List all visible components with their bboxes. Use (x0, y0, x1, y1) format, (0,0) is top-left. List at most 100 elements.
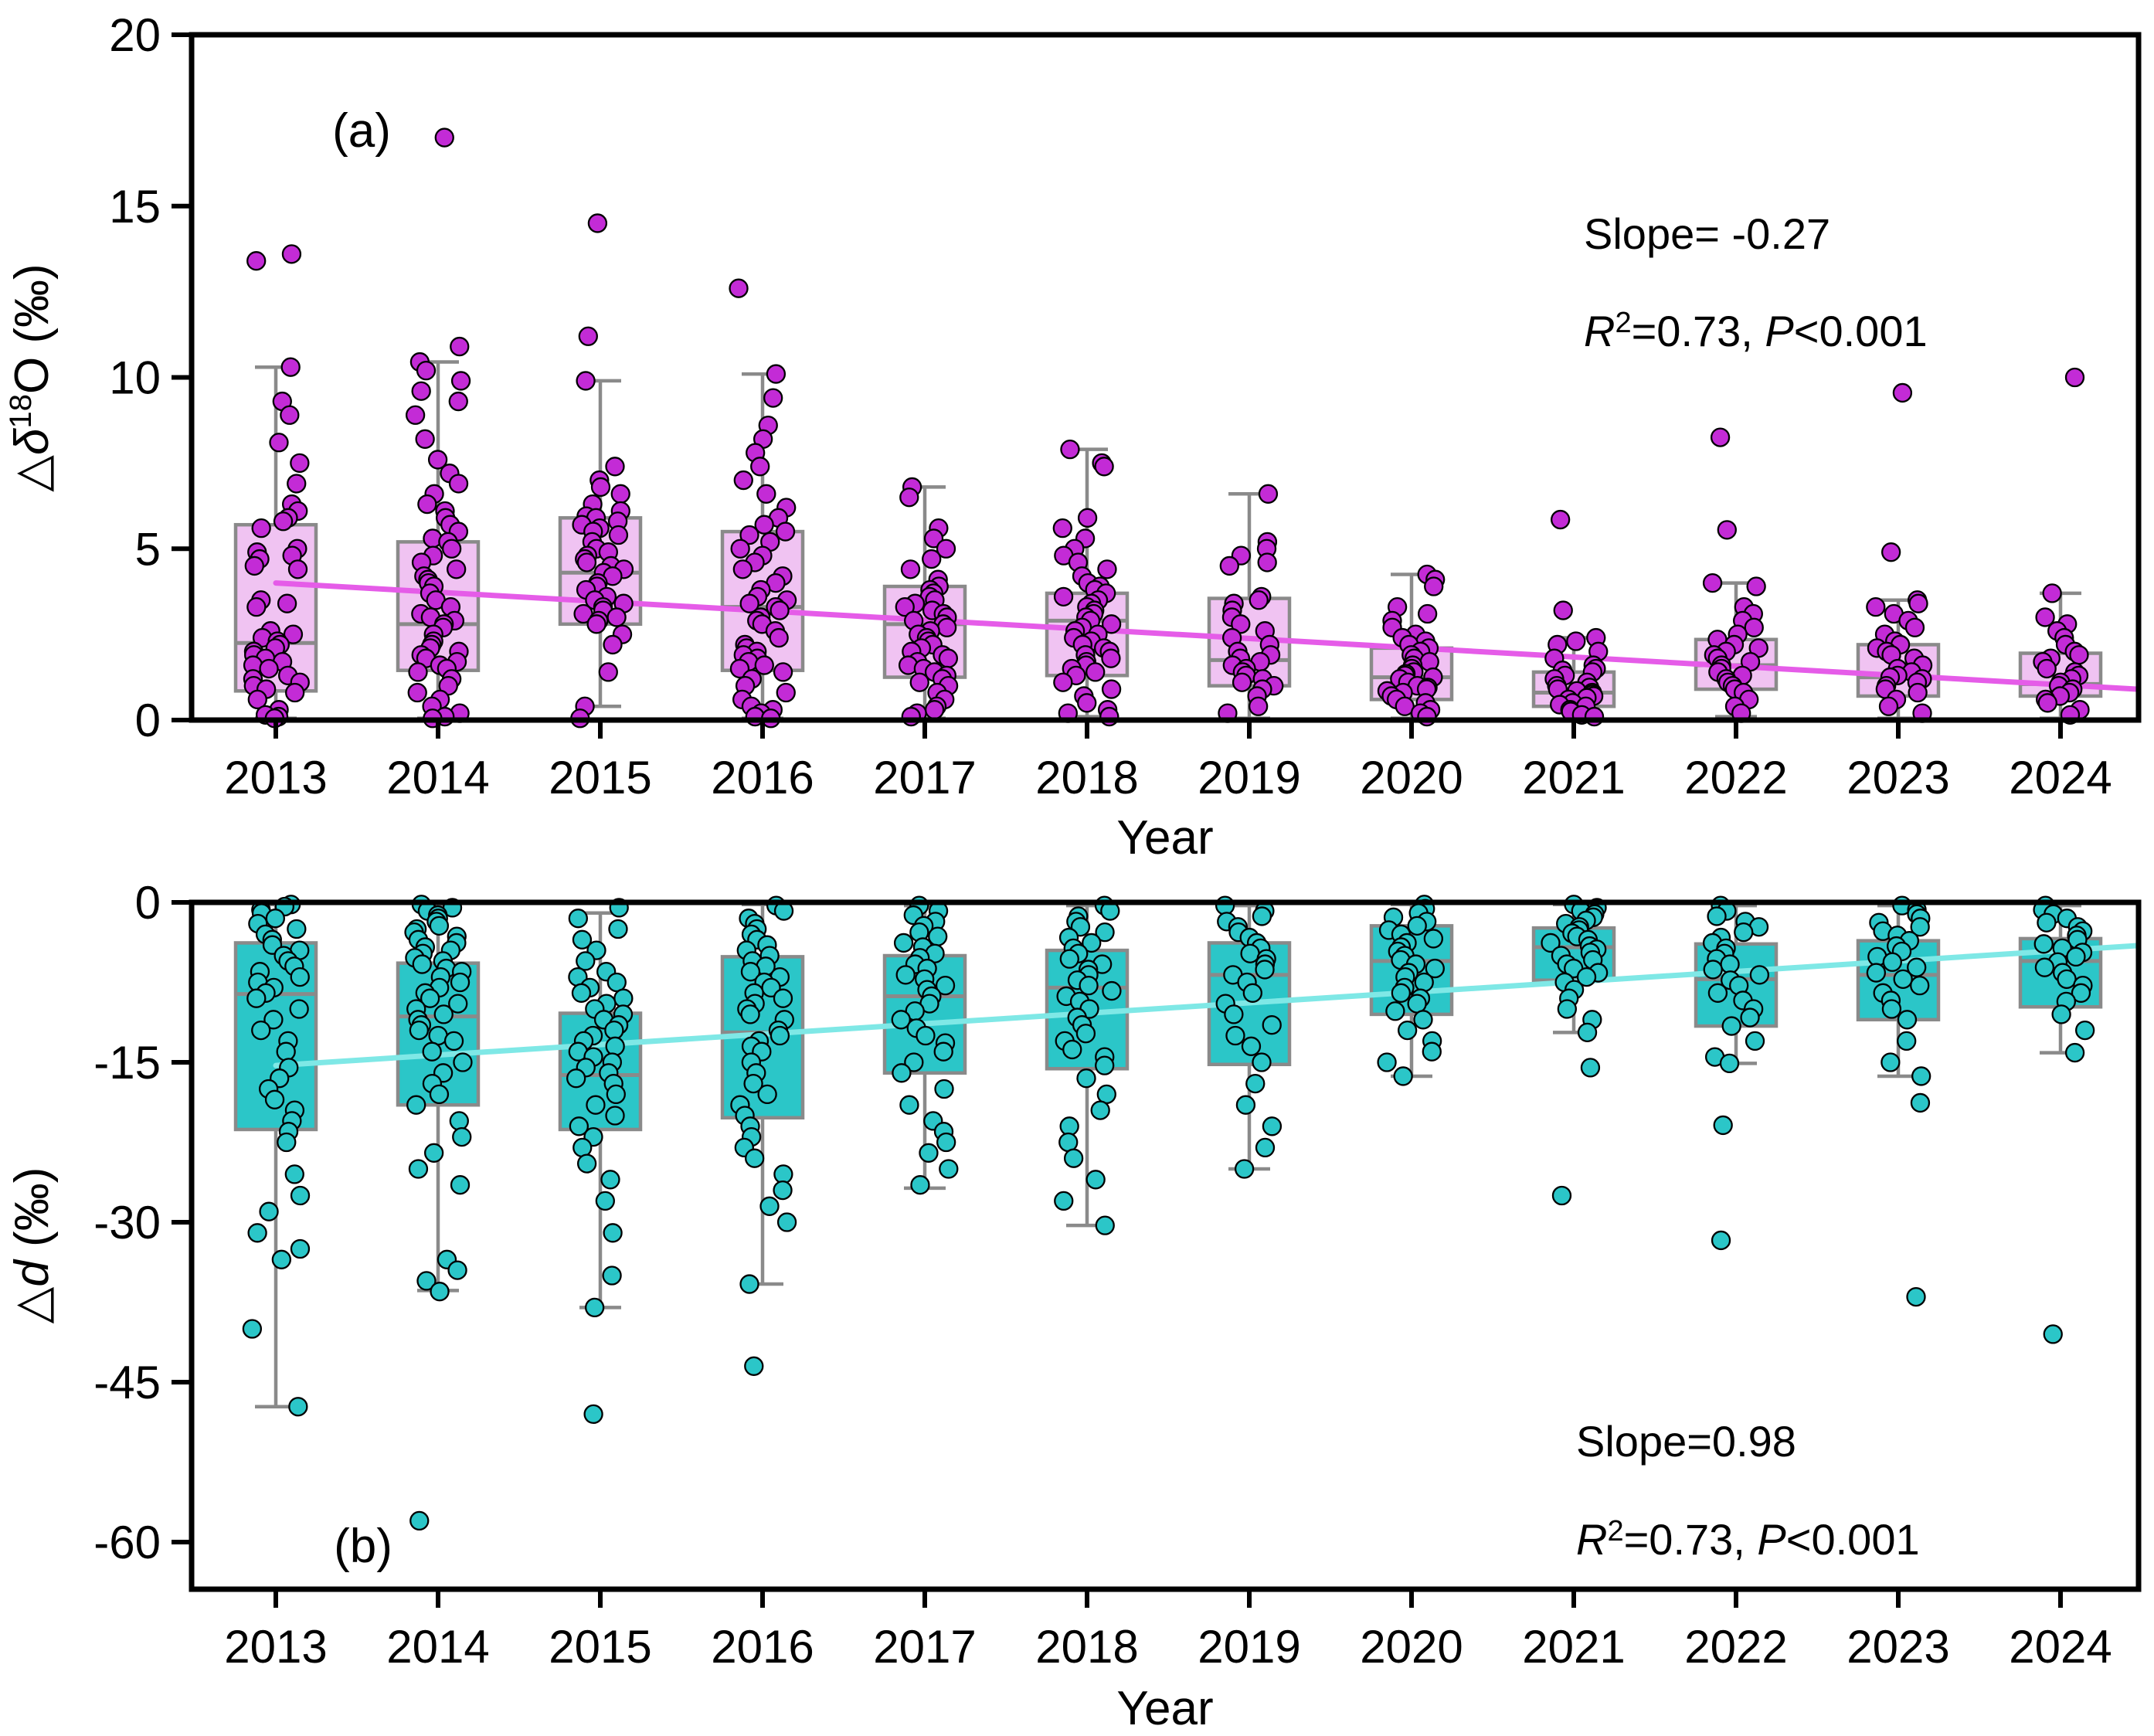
scatter-point (407, 682, 427, 703)
scatter-point (891, 1010, 911, 1030)
scatter-point (776, 682, 796, 703)
scatter-point (1391, 983, 1412, 1003)
scatter-point (277, 1132, 297, 1153)
y-tick-label: -30 (93, 1197, 161, 1248)
scatter-point (1550, 509, 1571, 530)
scatter-point (740, 1004, 760, 1024)
scatter-point (1101, 679, 1122, 699)
scatter-point (600, 1170, 620, 1190)
scatter-point (922, 549, 942, 569)
scatter-point (1910, 1092, 1931, 1113)
scatter-point (1234, 1159, 1255, 1179)
scatter-point (2066, 946, 2086, 967)
scatter-point (443, 1031, 464, 1051)
y-tick-label: -45 (93, 1357, 161, 1408)
scatter-point (448, 994, 468, 1014)
scatter-point (732, 559, 753, 579)
scatter-point (602, 1265, 622, 1286)
scatter-point (273, 511, 294, 532)
scatter-point (2069, 645, 2089, 665)
scatter-point (1075, 1024, 1096, 1044)
scatter-point (936, 1132, 956, 1153)
x-tick-label: 2018 (1035, 1621, 1138, 1673)
scatter-point (1897, 1031, 1917, 1051)
scatter-point (449, 1111, 469, 1131)
superscript-18: 18 (4, 394, 38, 429)
scatter-point (757, 1084, 777, 1105)
scatter-point (571, 983, 592, 1003)
scatter-point (1095, 922, 1115, 943)
scatter-point (2074, 1020, 2095, 1041)
scatter-point (450, 336, 470, 357)
scatter-point (1219, 555, 1239, 576)
scatter-point (773, 1164, 793, 1184)
scatter-point (604, 1020, 624, 1041)
scatter-point (1242, 983, 1262, 1003)
scatter-point (259, 1201, 279, 1221)
scatter-point (1713, 1115, 1733, 1136)
scatter-point (759, 1196, 780, 1216)
scatter-point (1079, 975, 1099, 996)
y-tick-label: 0 (135, 695, 161, 746)
x-tick-label: 2024 (2009, 1621, 2112, 1673)
scatter-point (1734, 922, 1754, 943)
scatter-point (452, 1126, 472, 1147)
scatter-point (448, 474, 469, 494)
scatter-point (606, 972, 627, 993)
x-tick-label: 2019 (1198, 1621, 1300, 1673)
scatter-point (743, 1073, 763, 1094)
scatter-point (934, 1079, 954, 1099)
x-tick-label: 2016 (711, 1621, 814, 1673)
scatter-point (1413, 1010, 1433, 1030)
scatter-point (259, 658, 279, 679)
scatter-point (1910, 975, 1930, 996)
scatter-point (603, 1223, 623, 1243)
r-exponent: 2 (1607, 1515, 1623, 1547)
scatter-point (2037, 912, 2057, 933)
scatter-point (776, 1212, 797, 1232)
scatter-point (576, 1153, 597, 1174)
scatter-point (429, 916, 450, 936)
scatter-point (773, 1180, 793, 1201)
panel-b: 0 -15 -30 -45 -60 2013 2014 2015 2016 2017 2018 201… (5, 877, 2142, 1735)
scatter-point (1053, 586, 1074, 606)
scatter-point (587, 213, 608, 233)
scatter-point (1878, 696, 1899, 716)
panel-a-ylabel: △δ18O (‰) (4, 263, 59, 491)
scatter-point (750, 457, 770, 477)
scatter-point (423, 1143, 444, 1163)
x-tick-label: 2021 (1522, 752, 1625, 803)
scatter-point (416, 1271, 437, 1291)
scatter-point (2034, 957, 2055, 977)
scatter-point (287, 919, 307, 939)
scatter-point (583, 1404, 603, 1425)
scatter-point (1892, 382, 1913, 403)
scatter-point (1249, 696, 1269, 716)
scatter-point (427, 450, 448, 470)
p-symbol: P (1765, 307, 1793, 355)
scatter-point (739, 525, 759, 545)
panel-b-annotation-stats: R2=0.73, P<0.001 (1576, 1515, 1920, 1564)
x-tick-label: 2013 (224, 752, 327, 803)
scatter-point (916, 1025, 936, 1046)
scatter-point (251, 518, 271, 538)
scatter-point (1703, 960, 1723, 980)
panel-a-xlabel: Year (1116, 811, 1213, 865)
scatter-point (569, 1116, 589, 1136)
scatter-point (1058, 1132, 1079, 1153)
scatter-point (739, 1274, 759, 1294)
scatter-point (1580, 1058, 1601, 1078)
scatter-point (923, 528, 944, 549)
scatter-point (2071, 983, 2091, 1003)
scatter-point (1414, 972, 1434, 993)
scatter-point (447, 559, 467, 579)
x-tick-label: 2015 (549, 1621, 651, 1673)
scatter-point (2033, 934, 2054, 954)
scatter-point (613, 988, 634, 1008)
trend-line-a (273, 580, 2142, 692)
scatter-point (899, 488, 919, 508)
scatter-point (578, 326, 598, 346)
scatter-point (1085, 662, 1106, 682)
scatter-point (433, 1004, 454, 1024)
scatter-point (1702, 572, 1723, 593)
